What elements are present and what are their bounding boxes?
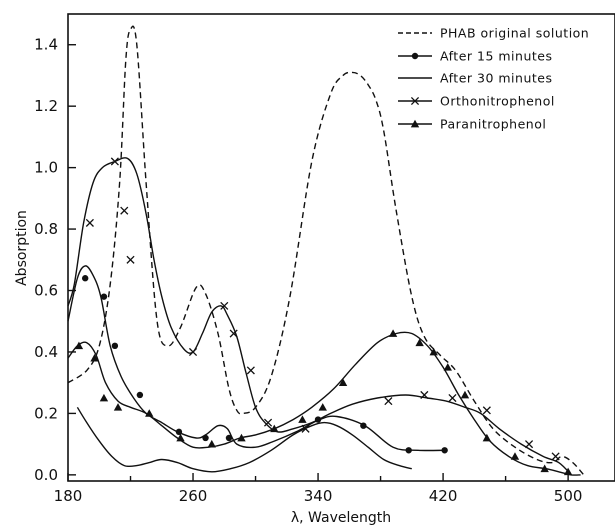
- series-marker-4: [113, 403, 123, 411]
- series-marker-4: [270, 424, 279, 433]
- series-marker-3: [120, 206, 129, 215]
- legend-marker-3: [410, 96, 420, 106]
- series-marker-4: [388, 329, 398, 337]
- legend-label-1: After 15 minutes: [440, 49, 552, 64]
- series-marker-3: [524, 440, 534, 449]
- series-marker-4: [298, 415, 307, 423]
- series-marker-1: [175, 428, 183, 436]
- series-marker-4: [482, 433, 492, 442]
- series-marker-4: [99, 393, 109, 402]
- x-tick-label: 500: [554, 487, 583, 505]
- series-marker-3: [448, 393, 457, 403]
- series-marker-3: [246, 366, 255, 375]
- axis-ticks: 0.0 0.2 0.4 0.6 0.8 1.0 1.2 1.4 180 260 340 420 500: [34, 36, 582, 505]
- series-marker-4: [145, 409, 154, 417]
- x-tick-label: 420: [429, 487, 458, 505]
- y-tick-label: 0.0: [34, 466, 58, 484]
- y-tick-label: 1.4: [34, 36, 58, 54]
- legend-marker-4: [410, 119, 420, 128]
- series-marker-3: [126, 255, 135, 264]
- series-marker-4: [207, 439, 216, 448]
- series-marker-4: [460, 390, 470, 399]
- series-marker-1: [81, 275, 89, 282]
- chart-markers: [74, 157, 573, 476]
- series-line-4: [67, 331, 581, 476]
- series-marker-1: [202, 434, 209, 442]
- series-marker-1: [441, 447, 448, 454]
- series-marker-4: [318, 403, 327, 411]
- y-tick-label: 1.2: [34, 97, 58, 115]
- chart-legend: PHAB original solution After 15 minutes Af…: [398, 26, 589, 132]
- series-marker-3: [384, 397, 393, 406]
- legend-label-2: After 30 minutes: [440, 71, 552, 86]
- series-marker-3: [551, 452, 560, 461]
- series-marker-3: [188, 347, 198, 357]
- series-marker-1: [111, 342, 119, 350]
- series-marker-4: [443, 363, 452, 371]
- legend-label-0: PHAB original solution: [440, 26, 589, 41]
- series-marker-3: [110, 157, 119, 166]
- series-marker-1: [405, 447, 412, 454]
- x-tick-label: 340: [304, 487, 333, 505]
- plot-frame: [67, 13, 615, 482]
- x-tick-label: 260: [179, 487, 208, 505]
- series-marker-4: [338, 378, 348, 387]
- y-tick-label: 1.0: [34, 159, 58, 177]
- y-axis-label: Absorption: [14, 210, 30, 286]
- series-marker-1: [225, 434, 233, 442]
- series-marker-1: [314, 416, 322, 423]
- series-marker-4: [429, 347, 438, 356]
- series-marker-3: [263, 418, 273, 427]
- x-axis-label: λ, Wavelength: [291, 510, 391, 526]
- legend-marker-1: [411, 52, 419, 60]
- series-marker-4: [90, 353, 99, 362]
- series-marker-3: [85, 218, 94, 227]
- series-marker-4: [74, 341, 84, 350]
- y-tick-label: 0.2: [34, 404, 58, 422]
- series-marker-3: [420, 390, 429, 400]
- series-marker-3: [482, 406, 491, 415]
- y-tick-label: 0.6: [34, 282, 58, 300]
- series-line-3: [67, 157, 572, 476]
- legend-label-3: Orthonitrophenol: [440, 94, 555, 109]
- y-tick-label: 0.8: [34, 220, 58, 238]
- series-marker-4: [540, 464, 549, 473]
- y-tick-label: 0.4: [34, 343, 58, 361]
- series-marker-4: [237, 433, 246, 442]
- x-tick-label: 180: [54, 487, 83, 505]
- series-line-2: [76, 406, 412, 473]
- series-marker-1: [100, 293, 108, 300]
- series-marker-1: [136, 391, 144, 399]
- series-marker-4: [563, 467, 573, 476]
- series-marker-3: [229, 329, 238, 338]
- series-line-0: [67, 25, 585, 476]
- series-marker-1: [360, 422, 367, 429]
- legend-label-4: Paranitrophenol: [440, 117, 546, 132]
- series-marker-4: [176, 433, 185, 442]
- series-marker-4: [415, 338, 424, 347]
- series-marker-4: [510, 452, 520, 460]
- series-marker-3: [301, 424, 310, 433]
- series-line-1: [67, 265, 445, 452]
- series-marker-3: [220, 301, 229, 310]
